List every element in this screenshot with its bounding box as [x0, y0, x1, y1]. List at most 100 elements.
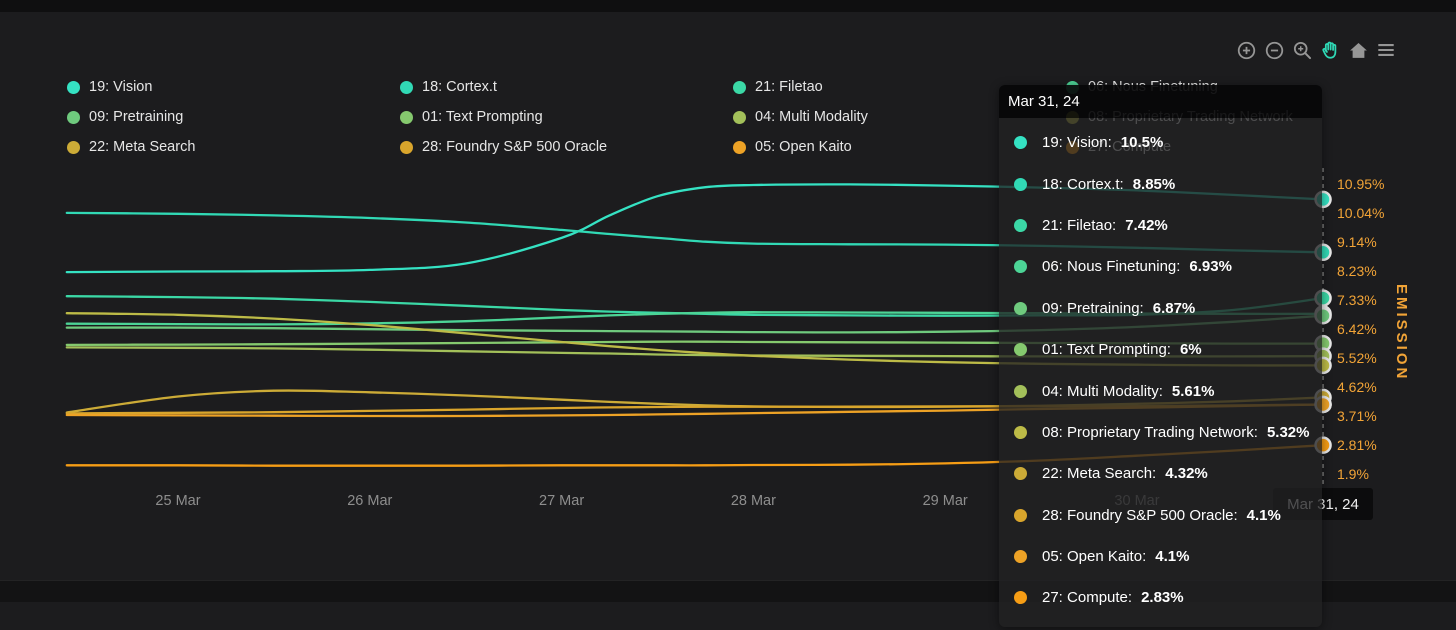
tooltip-dot [1014, 260, 1027, 274]
y-tick-label: 6.42% [1337, 321, 1377, 338]
legend-item-05-open-kaito[interactable]: 05: Open Kaito [733, 132, 1066, 162]
zoom-in-icon[interactable] [1234, 38, 1258, 62]
tooltip-dot [1014, 550, 1027, 564]
tooltip-series-value: 10.5% [1120, 134, 1164, 152]
x-tick-label: 28 Mar [730, 493, 776, 509]
legend-label: 04: Multi Modality [755, 109, 868, 125]
tooltip-dot [1014, 136, 1027, 150]
tooltip-row-01-text-prompting: 01: Text Prompting: 6% [999, 329, 1322, 370]
tooltip-dot [1014, 218, 1027, 232]
y-tick-label: 5.52% [1337, 349, 1377, 366]
tooltip-row-28-foundry-s-p-500-oracle: 28: Foundry S&P 500 Oracle: 4.1% [999, 495, 1322, 536]
tooltip-dot [1014, 301, 1027, 315]
tooltip-series-label: 04: Multi Modality: [1042, 382, 1163, 400]
legend-dot [67, 80, 80, 94]
tooltip-dot [1014, 591, 1027, 605]
chart-toolbar [1234, 38, 1398, 62]
tooltip-series-value: 4.1% [1155, 548, 1190, 566]
top-band [0, 0, 1456, 12]
legend-label: 05: Open Kaito [755, 139, 852, 155]
tooltip-row-09-pretraining: 09: Pretraining: 6.87% [999, 288, 1322, 329]
y-tick-label: 10.95% [1337, 176, 1385, 192]
legend-item-22-meta-search[interactable]: 22: Meta Search [67, 132, 400, 162]
tooltip-title: Mar 31, 24 [999, 85, 1322, 118]
legend-label: 18: Cortex.t [422, 79, 497, 95]
tooltip-dot [1014, 343, 1027, 357]
y-tick-label: 1.9% [1337, 465, 1369, 482]
legend-item-04-multi-modality[interactable]: 04: Multi Modality [733, 102, 1066, 132]
zoom-out-icon[interactable] [1262, 38, 1286, 62]
x-tick-label: 27 Mar [539, 493, 585, 509]
tooltip-series-label: 09: Pretraining: [1042, 299, 1144, 317]
legend-item-19-vision[interactable]: 19: Vision [67, 72, 400, 102]
tooltip-series-value: 6.93% [1189, 258, 1232, 276]
legend-item-01-text-prompting[interactable]: 01: Text Prompting [400, 102, 733, 132]
legend-label: 01: Text Prompting [422, 109, 543, 125]
tooltip-series-label: 05: Open Kaito: [1042, 548, 1147, 566]
tooltip-dot [1014, 384, 1027, 398]
legend-label: 21: Filetao [755, 79, 823, 95]
tooltip-row-06-nous-finetuning: 06: Nous Finetuning: 6.93% [999, 246, 1322, 287]
tooltip-row-27-compute: 27: Compute: 2.83% [999, 577, 1322, 618]
tooltip-series-label: 06: Nous Finetuning: [1042, 258, 1181, 276]
legend-dot [400, 110, 413, 124]
y-tick-label: 2.81% [1337, 436, 1377, 453]
tooltip-row-18-cortex-t: 18: Cortex.t: 8.85% [999, 163, 1322, 204]
tooltip-dot [1014, 425, 1027, 439]
legend-item-18-cortex-t[interactable]: 18: Cortex.t [400, 72, 733, 102]
tooltip-series-label: 18: Cortex.t: [1042, 175, 1124, 193]
legend-label: 28: Foundry S&P 500 Oracle [422, 139, 608, 155]
tooltip-series-value: 6.87% [1152, 299, 1196, 317]
tooltip-row-04-multi-modality: 04: Multi Modality: 5.61% [999, 370, 1322, 411]
tooltip-series-label: 08: Proprietary Trading Network: [1042, 423, 1258, 441]
tooltip-series-value: 7.42% [1125, 216, 1168, 234]
legend-item-09-pretraining[interactable]: 09: Pretraining [67, 102, 400, 132]
tooltip-series-value: 6% [1179, 341, 1202, 359]
tooltip-series-value: 5.61% [1171, 382, 1215, 400]
tooltip-row-22-meta-search: 22: Meta Search: 4.32% [999, 453, 1322, 494]
legend-label: 19: Vision [89, 79, 153, 95]
chart-tooltip: Mar 31, 24 19: Vision: 10.5% 18: Cortex.t:… [999, 85, 1322, 627]
tooltip-series-label: 27: Compute: [1042, 589, 1133, 607]
tooltip-rows: 19: Vision: 10.5% 18: Cortex.t: 8.85% 21: Fi… [999, 118, 1322, 627]
tooltip-series-value: 5.32% [1266, 423, 1310, 441]
tooltip-dot [1014, 177, 1027, 191]
tooltip-row-08-proprietary-trading-network: 08: Proprietary Trading Network: 5.32% [999, 412, 1322, 453]
legend-dot [67, 140, 80, 154]
y-tick-label: 3.71% [1337, 407, 1377, 424]
legend-label: 09: Pretraining [89, 109, 184, 125]
y-tick-label: 10.04% [1337, 205, 1385, 222]
legend-item-28-foundry-s-p-500-oracle[interactable]: 28: Foundry S&P 500 Oracle [400, 132, 733, 162]
legend-dot [67, 110, 80, 124]
tooltip-series-value: 2.83% [1141, 589, 1184, 607]
home-icon[interactable] [1346, 38, 1370, 62]
tooltip-row-21-filetao: 21: Filetao: 7.42% [999, 205, 1322, 246]
y-tick-label: 7.33% [1337, 291, 1377, 308]
x-tick-label: 29 Mar [922, 493, 968, 509]
tooltip-series-value: 8.85% [1132, 175, 1176, 193]
legend-dot [733, 80, 746, 94]
tooltip-series-label: 21: Filetao: [1042, 216, 1117, 234]
pan-hand-icon[interactable] [1318, 38, 1342, 62]
tooltip-series-label: 01: Text Prompting: [1042, 341, 1171, 359]
legend-dot [733, 110, 746, 124]
y-tick-label: 9.14% [1337, 233, 1377, 250]
menu-icon[interactable] [1374, 38, 1398, 62]
x-tick-label: 25 Mar [155, 493, 201, 509]
tooltip-dot [1014, 508, 1027, 522]
tooltip-row-05-open-kaito: 05: Open Kaito: 4.1% [999, 536, 1322, 577]
tooltip-row-19-vision: 19: Vision: 10.5% [999, 122, 1322, 163]
tooltip-series-label: 22: Meta Search: [1042, 465, 1157, 483]
legend-dot [733, 140, 746, 154]
legend-item-21-filetao[interactable]: 21: Filetao [733, 72, 1066, 102]
y-tick-label: 8.23% [1337, 263, 1377, 280]
tooltip-dot [1014, 467, 1027, 481]
legend-dot [400, 80, 413, 94]
tooltip-series-label: 19: Vision: [1042, 134, 1112, 152]
legend-label: 22: Meta Search [89, 139, 196, 155]
zoom-select-icon[interactable] [1290, 38, 1314, 62]
legend-dot [400, 140, 413, 154]
tooltip-series-value: 4.1% [1246, 506, 1281, 524]
x-tick-label: 26 Mar [347, 493, 393, 509]
